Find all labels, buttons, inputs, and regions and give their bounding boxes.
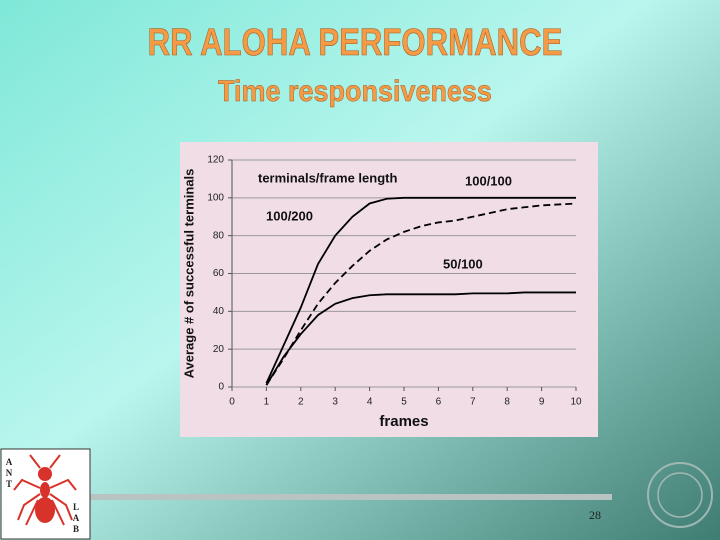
logo-letter: T: [6, 479, 12, 489]
x-tick-label: 3: [332, 397, 338, 408]
logo-letter: N: [6, 468, 13, 478]
y-tick-label: 60: [213, 268, 225, 279]
logo-letter: L: [73, 502, 79, 512]
x-tick-label: 10: [570, 397, 582, 408]
logo-letter: A: [73, 513, 80, 523]
y-tick-label: 20: [213, 344, 225, 355]
logo-letter: B: [73, 524, 79, 534]
logo-letter: A: [6, 457, 13, 467]
seal: [647, 462, 713, 528]
page-number: 28: [589, 508, 601, 522]
y-tick-label: 0: [218, 382, 224, 393]
x-tick-label: 2: [298, 397, 304, 408]
slide-title: RR ALOHA PERFORMANCE: [148, 22, 563, 64]
y-tick-label: 80: [213, 230, 225, 241]
x-tick-label: 1: [264, 397, 270, 408]
x-tick-label: 0: [229, 397, 235, 408]
annotation: terminals/frame length: [258, 170, 397, 185]
x-tick-label: 6: [436, 397, 442, 408]
x-tick-label: 7: [470, 397, 476, 408]
x-tick-label: 5: [401, 397, 407, 408]
y-tick-label: 100: [207, 192, 224, 203]
series-label: 100/100: [465, 173, 512, 188]
slide-subtitle: Time responsiveness: [218, 75, 492, 109]
logo: [0, 448, 91, 540]
x-axis-label: frames: [379, 413, 428, 430]
y-tick-label: 120: [207, 155, 224, 166]
ant-icon: [13, 454, 77, 526]
series-line: [265, 291, 576, 386]
x-tick-label: 4: [367, 397, 373, 408]
footer-bar: [90, 494, 612, 500]
series-label: 100/200: [266, 208, 313, 223]
seal-inner: [657, 472, 703, 518]
series-label: 50/100: [443, 256, 483, 271]
series-line: [265, 202, 577, 386]
y-axis-label: Average # of successful terminals: [181, 169, 196, 379]
series-line: [265, 196, 576, 384]
x-tick-label: 8: [504, 397, 510, 408]
chart-background: [180, 142, 598, 437]
y-tick-label: 40: [213, 306, 225, 317]
x-tick-label: 9: [539, 397, 545, 408]
chart: 0 20 40 60 80 100 120 0 1 2 3 4 5 6 7 8 9 10 frames Average…: [181, 155, 582, 430]
